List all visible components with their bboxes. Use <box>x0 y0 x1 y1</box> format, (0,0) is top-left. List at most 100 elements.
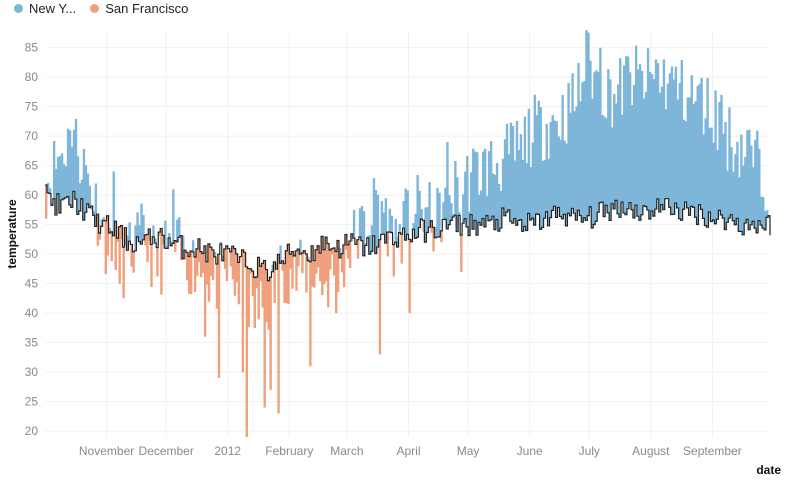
area-san-francisco-warmer <box>251 270 254 297</box>
area-new-york-warmer <box>52 141 56 199</box>
area-new-york-warmer <box>182 235 185 259</box>
area-san-francisco-warmer <box>106 215 109 256</box>
area-new-york-warmer <box>480 190 483 226</box>
area-new-york-warmer <box>656 63 660 199</box>
area-new-york-warmer <box>497 183 501 232</box>
x-tick-label: August <box>632 444 670 458</box>
area-new-york-warmer <box>442 202 445 220</box>
area-new-york-warmer <box>732 171 735 221</box>
x-tick-label: 2012 <box>214 444 241 458</box>
area-new-york-warmer <box>678 83 682 219</box>
x-tick-label: September <box>683 444 742 458</box>
area-san-francisco-warmer <box>335 251 338 314</box>
area-new-york-warmer <box>716 149 719 220</box>
y-tick-label: 35 <box>25 336 39 350</box>
legend-item-new-york[interactable]: New Y... <box>14 1 76 16</box>
area-new-york-warmer <box>698 83 701 205</box>
x-tick-label: December <box>138 444 193 458</box>
area-new-york-warmer <box>478 194 481 223</box>
area-new-york-warmer <box>434 227 437 238</box>
area-new-york-warmer <box>535 115 539 215</box>
area-san-francisco-warmer <box>217 254 221 379</box>
area-new-york-warmer <box>62 164 66 199</box>
area-new-york-warmer <box>672 79 676 215</box>
x-axis: November December 2012 February March April Ma… <box>79 444 742 458</box>
area-new-york-warmer <box>68 130 72 205</box>
area-new-york-warmer <box>307 256 310 261</box>
area-san-francisco-warmer <box>118 226 121 284</box>
area-san-francisco-warmer <box>317 245 320 268</box>
area-san-francisco-warmer <box>255 277 258 289</box>
area-new-york-warmer <box>108 227 111 234</box>
area-new-york-warmer <box>736 141 739 219</box>
area-new-york-warmer <box>611 127 614 204</box>
area-new-york-warmer <box>523 116 527 227</box>
difference-areas <box>45 30 771 437</box>
area-new-york-warmer <box>634 45 638 206</box>
area-new-york-warmer <box>714 90 717 224</box>
legend-item-san-francisco[interactable]: San Francisco <box>90 1 188 16</box>
area-new-york-warmer <box>543 159 546 219</box>
area-new-york-warmer <box>390 215 394 233</box>
area-new-york-warmer <box>686 97 689 208</box>
y-axis-title: temperature <box>5 199 19 269</box>
area-new-york-warmer <box>470 172 473 215</box>
area-new-york-warmer <box>140 203 143 245</box>
area-new-york-warmer <box>66 128 70 197</box>
area-new-york-warmer <box>748 129 751 230</box>
area-san-francisco-warmer <box>215 264 219 309</box>
area-new-york-warmer <box>531 142 535 219</box>
area-new-york-warmer <box>446 142 449 229</box>
area-new-york-warmer <box>448 195 451 225</box>
area-san-francisco-warmer <box>188 256 191 294</box>
area-new-york-warmer <box>740 134 743 232</box>
area-san-francisco-warmer <box>110 231 113 262</box>
area-san-francisco-warmer <box>233 248 237 296</box>
area-san-francisco-warmer <box>120 225 123 240</box>
area-new-york-warmer <box>406 190 409 235</box>
area-new-york-warmer <box>374 190 378 254</box>
area-new-york-warmer <box>166 245 169 249</box>
area-san-francisco-warmer <box>259 266 262 282</box>
area-new-york-warmer <box>519 134 523 220</box>
area-new-york-warmer <box>458 212 461 216</box>
area-new-york-warmer <box>752 167 755 222</box>
area-new-york-warmer <box>70 147 74 208</box>
area-new-york-warmer <box>724 121 727 230</box>
area-san-francisco-warmer <box>323 249 326 285</box>
area-new-york-warmer <box>650 74 654 211</box>
area-new-york-warmer <box>654 59 658 210</box>
area-new-york-warmer <box>402 201 405 229</box>
area-new-york-warmer <box>398 224 401 233</box>
area-new-york-warmer <box>692 104 695 208</box>
area-new-york-warmer <box>142 215 145 240</box>
area-new-york-warmer <box>613 93 616 209</box>
area-new-york-warmer <box>416 175 419 238</box>
area-san-francisco-warmer <box>321 236 324 296</box>
area-san-francisco-warmer <box>211 249 215 281</box>
area-san-francisco-warmer <box>333 247 336 276</box>
area-new-york-warmer <box>648 72 652 220</box>
area-new-york-warmer <box>358 208 362 237</box>
area-new-york-warmer <box>72 129 76 192</box>
area-new-york-warmer <box>126 235 129 251</box>
area-new-york-warmer <box>533 94 537 226</box>
area-new-york-warmer <box>720 94 723 215</box>
area-new-york-warmer <box>394 218 397 243</box>
area-new-york-warmer <box>607 69 610 213</box>
area-new-york-warmer <box>360 206 364 241</box>
area-san-francisco-warmer <box>229 251 233 267</box>
y-tick-label: 65 <box>25 159 39 173</box>
area-new-york-warmer <box>454 160 457 216</box>
y-tick-label: 80 <box>25 70 39 84</box>
area-new-york-warmer <box>722 133 725 219</box>
area-new-york-warmer <box>420 209 423 220</box>
area-san-francisco-warmer <box>768 215 771 219</box>
area-new-york-warmer <box>505 123 509 212</box>
area-san-francisco-warmer <box>257 257 260 320</box>
area-new-york-warmer <box>577 62 580 211</box>
area-new-york-warmer <box>742 165 745 235</box>
area-san-francisco-warmer <box>430 220 433 233</box>
area-new-york-warmer <box>710 127 713 222</box>
area-san-francisco-warmer <box>263 260 266 408</box>
